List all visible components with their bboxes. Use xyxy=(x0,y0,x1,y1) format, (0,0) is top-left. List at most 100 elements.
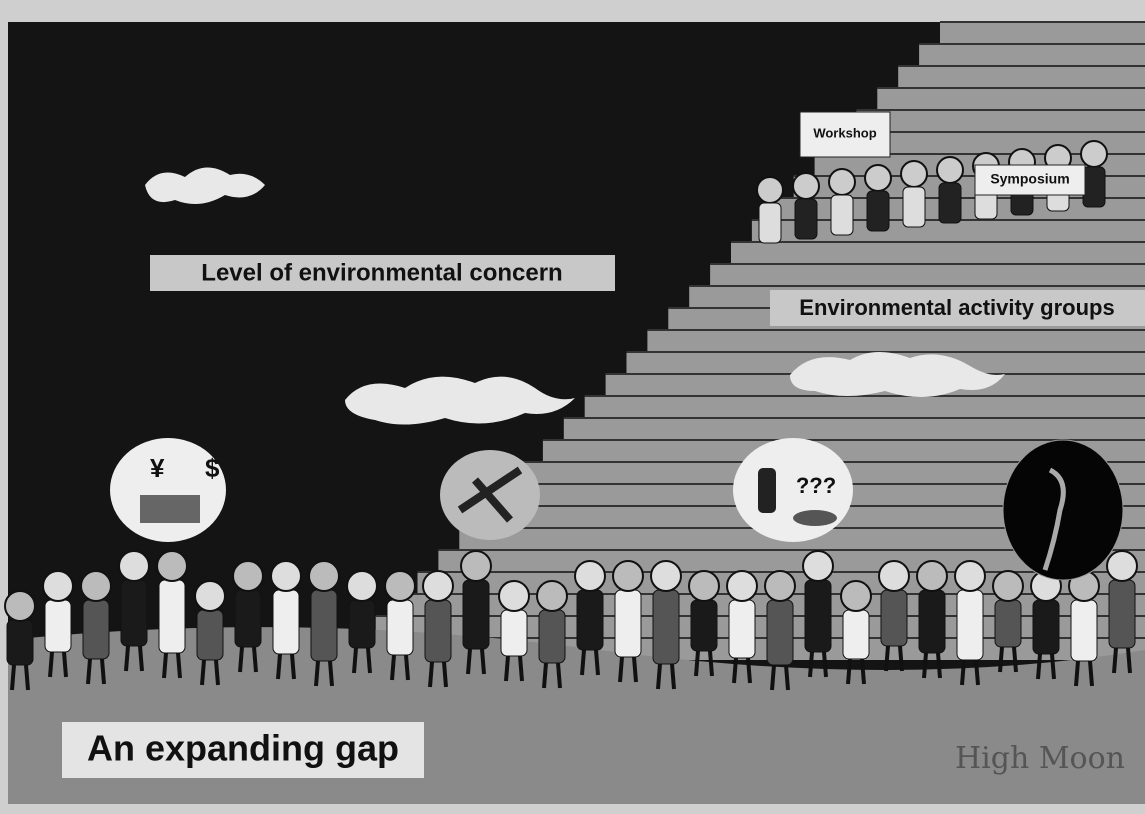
person-leg xyxy=(582,650,584,675)
person-leg xyxy=(482,649,484,674)
person-leg xyxy=(330,661,332,686)
person-leg xyxy=(164,653,166,678)
person-head xyxy=(1107,551,1137,581)
climber-head xyxy=(829,169,855,195)
person-body xyxy=(1109,580,1135,648)
person-leg xyxy=(392,655,394,680)
person-leg xyxy=(1076,661,1078,686)
person-leg xyxy=(88,659,90,684)
sign-text: Symposium xyxy=(990,171,1069,187)
person-body xyxy=(83,600,109,659)
person-leg xyxy=(50,652,52,677)
climber-head xyxy=(793,173,819,199)
signature: High Moon xyxy=(955,741,1125,776)
person-body xyxy=(843,610,869,659)
bubble-text: ??? xyxy=(796,473,836,498)
person-head xyxy=(5,591,35,621)
climber-body xyxy=(831,195,853,235)
person-leg xyxy=(368,648,370,673)
person-leg xyxy=(292,654,294,679)
step xyxy=(710,264,1145,286)
sign-text: Workshop xyxy=(813,125,876,140)
person-leg xyxy=(354,648,356,673)
person-body xyxy=(957,590,983,660)
person-body xyxy=(805,580,831,652)
person-leg xyxy=(848,659,850,684)
person-leg xyxy=(1000,647,1002,672)
person-leg xyxy=(620,657,622,682)
person-leg xyxy=(824,652,826,677)
person-head xyxy=(613,561,643,591)
speech-bubble xyxy=(1003,440,1123,580)
person-leg xyxy=(406,655,408,680)
person-body xyxy=(615,590,641,657)
person-leg xyxy=(786,665,788,690)
climber-head xyxy=(901,161,927,187)
person-body xyxy=(919,590,945,653)
person-leg xyxy=(976,660,978,685)
step xyxy=(376,616,1145,638)
person-leg xyxy=(748,658,750,683)
step xyxy=(856,110,1145,132)
person-head xyxy=(423,571,453,601)
person-body xyxy=(577,590,603,650)
person-leg xyxy=(126,646,128,671)
person-body xyxy=(1033,600,1059,654)
person-body xyxy=(235,590,261,647)
illustration: ¥ $ ??? Workshop Symposium Level of envi… xyxy=(0,0,1145,814)
person-head xyxy=(157,551,187,581)
person-head xyxy=(955,561,985,591)
climber-body xyxy=(867,191,889,231)
climber-body xyxy=(795,199,817,239)
person-leg xyxy=(202,660,204,685)
person-head xyxy=(689,571,719,601)
person-head xyxy=(309,561,339,591)
person-body xyxy=(1071,600,1097,661)
person-leg xyxy=(278,654,280,679)
person-body xyxy=(881,590,907,646)
step xyxy=(564,418,1145,440)
person-head xyxy=(347,571,377,601)
person-body xyxy=(349,600,375,648)
person-body xyxy=(539,610,565,663)
person-leg xyxy=(810,652,812,677)
label: Level of environmental concern xyxy=(201,259,562,286)
person-body xyxy=(45,600,71,652)
step xyxy=(877,88,1145,110)
step xyxy=(647,330,1145,352)
climber-body xyxy=(939,183,961,223)
person-head xyxy=(917,561,947,591)
person-head xyxy=(461,551,491,581)
bubble-text: $ xyxy=(205,453,220,483)
label: Environmental activity groups xyxy=(799,295,1114,320)
cartoon: ¥ $ ??? Workshop Symposium Level of envi… xyxy=(0,0,1145,814)
person-leg xyxy=(316,661,318,686)
person-leg xyxy=(672,664,674,689)
person-leg xyxy=(596,650,598,675)
step xyxy=(898,66,1145,88)
person-body xyxy=(387,600,413,655)
climber-head xyxy=(1081,141,1107,167)
person-body xyxy=(463,580,489,649)
person-leg xyxy=(962,660,964,685)
person-head xyxy=(119,551,149,581)
person-body xyxy=(691,600,717,651)
person-body xyxy=(197,610,223,660)
person-leg xyxy=(1114,648,1116,673)
person-leg xyxy=(430,662,432,687)
person-leg xyxy=(634,657,636,682)
person-head xyxy=(727,571,757,601)
person-leg xyxy=(506,656,508,681)
bottle-icon xyxy=(758,468,776,513)
person-leg xyxy=(520,656,522,681)
person-leg xyxy=(544,663,546,688)
person-leg xyxy=(900,646,902,671)
step xyxy=(731,242,1145,264)
person-head xyxy=(385,571,415,601)
person-head xyxy=(993,571,1023,601)
person-leg xyxy=(254,647,256,672)
person-head xyxy=(81,571,111,601)
person-leg xyxy=(216,660,218,685)
climber-head xyxy=(937,157,963,183)
person-leg xyxy=(710,651,712,676)
